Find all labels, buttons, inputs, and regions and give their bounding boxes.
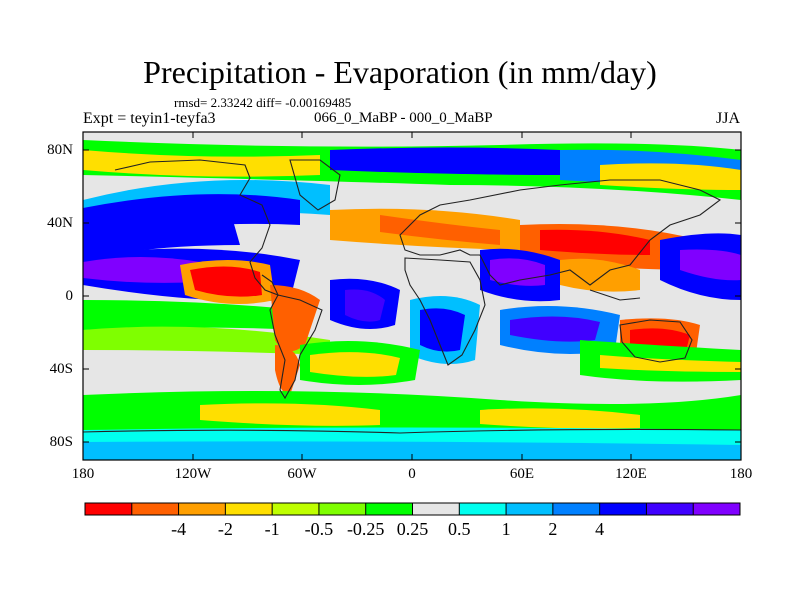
season-label: JJA <box>715 110 740 127</box>
colorbar-box <box>552 503 600 515</box>
lon-label-120e: 120E <box>615 466 647 482</box>
rmsd-diff-stats: rmsd= 2.33242 diff= -0.00169485 <box>174 95 352 110</box>
coastlines <box>83 159 741 434</box>
lon-label-60w: 60W <box>287 466 317 482</box>
colorbar-frame <box>84 502 741 516</box>
latitude-ticks <box>83 149 741 443</box>
colorbar-box <box>599 503 647 515</box>
colorbar-label: -0.5 <box>304 519 334 539</box>
colorbar-box <box>131 503 179 515</box>
colorbar-label: 0.5 <box>448 519 471 539</box>
colorbar-box <box>318 503 367 515</box>
plot-title: Precipitation - Evaporation (in mm/day) <box>143 54 657 90</box>
colorbar-label: 2 <box>548 519 558 539</box>
field-bands <box>83 140 741 460</box>
lat-label-40s: 40S <box>49 361 73 377</box>
colorbar-label: -2 <box>217 519 233 539</box>
colorbar-box <box>225 503 273 515</box>
map-field <box>83 132 741 460</box>
colorbar-box <box>85 503 133 515</box>
colorbar <box>85 503 741 515</box>
colorbar-box <box>459 503 507 515</box>
longitude-ticks <box>82 132 742 460</box>
colorbar-label: 0.25 <box>396 519 429 539</box>
colorbar-box <box>506 503 554 515</box>
lat-label-equator: 0 <box>65 288 74 304</box>
experiment-label: Expt = teyin1-teyfa3 <box>83 110 216 127</box>
lon-label-60e: 60E <box>509 466 535 482</box>
lon-label-180-west: 180 <box>71 466 95 482</box>
lon-label-0: 0 <box>408 466 416 482</box>
colorbar-box <box>178 503 226 515</box>
colorbar-label: -0.25 <box>346 519 385 539</box>
colorbar-label: 1 <box>501 519 511 539</box>
colorbar-label: -1 <box>264 519 280 539</box>
colorbar-box <box>646 503 694 515</box>
lat-label-40n: 40N <box>47 215 73 231</box>
colorbar-label: 4 <box>595 519 605 539</box>
colorbar-box <box>365 503 413 515</box>
lat-label-80s: 80S <box>49 434 73 450</box>
colorbar-box <box>412 503 460 515</box>
colorbar-box <box>693 503 741 515</box>
lat-label-80n: 80N <box>47 142 73 158</box>
colorbar-label: -4 <box>171 519 187 539</box>
colorbar-box <box>272 503 320 515</box>
difference-label: 066_0_MaBP - 000_0_MaBP <box>314 110 493 126</box>
lon-label-180-east: 180 <box>729 466 753 482</box>
lon-label-120w: 120W <box>174 466 212 482</box>
